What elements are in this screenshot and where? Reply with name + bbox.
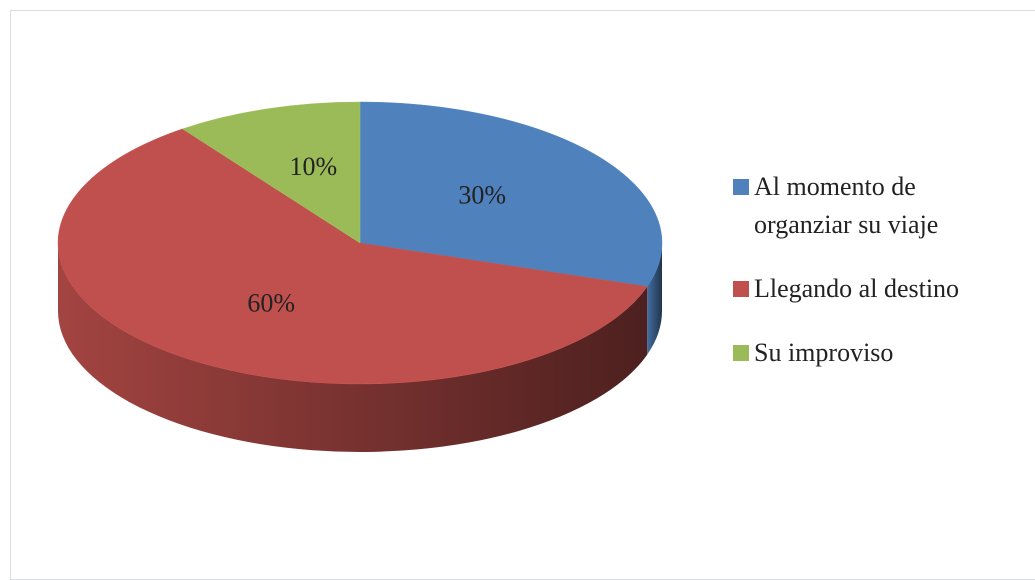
slice-side bbox=[58, 243, 648, 453]
legend-label: Al momento de organziar su viaje bbox=[754, 172, 939, 239]
legend: Al momento de organziar su viaje Llegando… bbox=[733, 168, 1013, 398]
data-label: 60% bbox=[247, 289, 295, 318]
legend-swatch bbox=[733, 281, 749, 297]
legend-label: Llegando al destino bbox=[754, 274, 960, 303]
slice bbox=[57, 128, 648, 385]
slice-side bbox=[647, 243, 662, 355]
legend-swatch bbox=[733, 179, 749, 195]
legend-item: Llegando al destino bbox=[733, 270, 1013, 308]
data-label: 30% bbox=[458, 180, 506, 209]
slice bbox=[359, 101, 663, 287]
legend-swatch bbox=[733, 345, 749, 361]
legend-item: Al momento de organziar su viaje bbox=[733, 168, 1013, 244]
data-label: 10% bbox=[290, 152, 338, 181]
legend-item: Su improviso bbox=[733, 334, 1013, 372]
slice bbox=[181, 101, 361, 244]
legend-label: Su improviso bbox=[754, 338, 894, 367]
